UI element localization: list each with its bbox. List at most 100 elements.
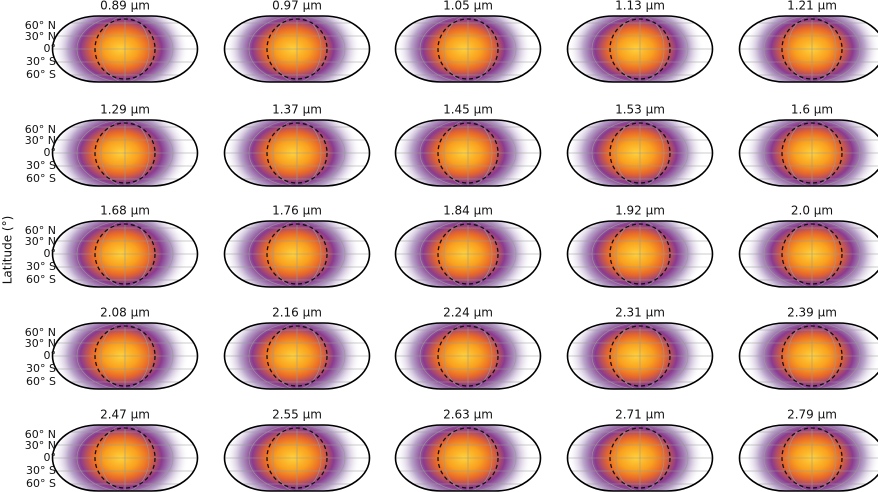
map-panel (52, 120, 198, 186)
meridian (443, 425, 493, 491)
panel-title: 1.21 µm (787, 0, 837, 13)
map-outline (51, 15, 199, 83)
panel-title: 1.68 µm (100, 204, 150, 218)
latitude-label: 30° S (26, 362, 56, 375)
emission-map (568, 16, 704, 82)
latitude-label: 0° (44, 146, 57, 159)
map-panel (567, 323, 713, 389)
map-panel (739, 221, 878, 287)
panel-title: 2.71 µm (615, 408, 665, 422)
latitude-label: 30° S (26, 464, 56, 477)
panel-title: 0.89 µm (100, 0, 150, 13)
latitude-label: 60° S (26, 375, 56, 388)
emission-map (225, 16, 361, 82)
meridian (248, 16, 346, 82)
map-panel (224, 425, 370, 491)
meridian (787, 221, 837, 287)
map-panel (567, 16, 713, 82)
panel-title: 2.16 µm (272, 306, 322, 320)
map-panel (395, 323, 541, 389)
meridian (419, 221, 517, 287)
meridian (443, 16, 493, 82)
meridian (100, 323, 150, 389)
meridian (615, 16, 665, 82)
panel-title: 2.08 µm (100, 306, 150, 320)
meridian (787, 323, 837, 389)
panel-title: 1.92 µm (615, 204, 665, 218)
latitude-label: 30° N (25, 337, 56, 350)
map-outline (394, 220, 542, 288)
map-outline (223, 220, 371, 288)
map-panel (52, 221, 198, 287)
meridian (419, 120, 517, 186)
meridian (591, 16, 689, 82)
map-outline (738, 322, 878, 390)
panel-title: 2.79 µm (787, 408, 837, 422)
map-panel (739, 120, 878, 186)
latitude-label: 30° N (25, 134, 56, 147)
panel-title: 1.13 µm (615, 0, 665, 13)
map-panel (567, 120, 713, 186)
panel-title: 0.97 µm (272, 0, 322, 13)
panel-title: 2.24 µm (443, 306, 493, 320)
latitude-label: 0° (44, 247, 57, 260)
meridian (100, 221, 150, 287)
dashed-circle (266, 427, 328, 489)
dashed-circle (94, 325, 156, 387)
map-outline (51, 119, 199, 187)
map-outline (394, 322, 542, 390)
dashed-circle (437, 427, 499, 489)
latitude-label: 0° (44, 42, 57, 55)
map-panel (52, 16, 198, 82)
map-outline (223, 15, 371, 83)
dashed-circle (609, 223, 671, 285)
meridian (248, 120, 346, 186)
panel-title: 2.31 µm (615, 306, 665, 320)
map-outline (51, 322, 199, 390)
panel-title: 2.55 µm (272, 408, 322, 422)
map-outline (566, 220, 714, 288)
dashed-circle (437, 18, 499, 80)
meridian (787, 120, 837, 186)
meridian (272, 16, 322, 82)
dashed-circle (266, 122, 328, 184)
map-outline (51, 220, 199, 288)
latitude-label: 60° N (25, 123, 56, 136)
panel-title: 1.6 µm (791, 103, 833, 117)
latitude-label: 30° N (25, 30, 56, 43)
meridian (443, 120, 493, 186)
dashed-circle (94, 122, 156, 184)
dashed-circle (94, 18, 156, 80)
latitude-label: 60° S (26, 477, 56, 490)
map-panel (739, 425, 878, 491)
dashed-circle (781, 122, 843, 184)
meridian (76, 120, 174, 186)
latitude-label: 0° (44, 451, 57, 464)
dashed-circle (609, 18, 671, 80)
dashed-circle (781, 18, 843, 80)
dashed-circle (781, 223, 843, 285)
map-outline (738, 220, 878, 288)
latitude-label: 30° S (26, 159, 56, 172)
map-panel (395, 16, 541, 82)
map-outline (51, 424, 199, 492)
latitude-label: 30° N (25, 235, 56, 248)
emission-map (396, 16, 532, 82)
meridian (248, 425, 346, 491)
map-panel (224, 221, 370, 287)
latitude-label: 0° (44, 349, 57, 362)
map-outline (223, 424, 371, 492)
meridian (443, 323, 493, 389)
dashed-circle (266, 18, 328, 80)
meridian (100, 120, 150, 186)
meridian (248, 221, 346, 287)
meridian (272, 120, 322, 186)
meridian (763, 120, 861, 186)
latitude-label: 30° N (25, 439, 56, 452)
map-outline (394, 119, 542, 187)
map-outline (566, 15, 714, 83)
meridian (419, 425, 517, 491)
latitude-label: 60° N (25, 224, 56, 237)
map-panel (224, 323, 370, 389)
